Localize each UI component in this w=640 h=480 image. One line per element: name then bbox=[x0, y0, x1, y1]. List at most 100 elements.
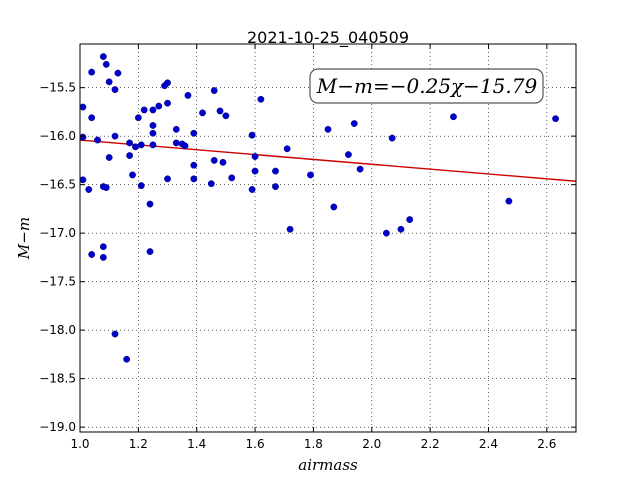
plot-frame bbox=[79, 43, 577, 433]
data-point bbox=[88, 68, 96, 76]
data-point bbox=[552, 115, 559, 123]
chart-title: 2021-10-25_040509 bbox=[247, 28, 409, 48]
x-tick-label: 2.4 bbox=[479, 437, 498, 451]
data-point bbox=[228, 174, 236, 182]
data-point bbox=[324, 125, 332, 133]
data-point bbox=[105, 154, 113, 161]
data-point bbox=[123, 355, 131, 363]
data-point bbox=[105, 78, 113, 86]
annotation-box bbox=[309, 68, 544, 104]
data-point bbox=[248, 131, 256, 139]
y-axis-ticks: −15.5 −16.0 −16.5 −17.0 −17.5 −18.0 −18.5 −19.0 bbox=[39, 81, 576, 434]
x-tick-label: 1.4 bbox=[187, 437, 206, 451]
grid bbox=[80, 44, 576, 432]
data-point bbox=[345, 151, 352, 158]
data-point bbox=[210, 87, 218, 94]
data-point bbox=[216, 107, 224, 115]
data-point bbox=[126, 152, 134, 159]
data-point bbox=[190, 129, 198, 137]
data-point bbox=[149, 106, 157, 114]
data-point bbox=[88, 251, 96, 258]
x-tick-label: 1.8 bbox=[304, 437, 323, 451]
y-tick-label: −16.0 bbox=[39, 129, 76, 143]
data-point bbox=[172, 139, 180, 147]
data-point bbox=[140, 106, 148, 114]
data-point bbox=[350, 120, 358, 127]
data-point bbox=[207, 180, 215, 188]
data-point bbox=[146, 248, 154, 255]
data-point bbox=[184, 92, 192, 99]
data-point bbox=[164, 79, 171, 87]
y-tick-label: −15.5 bbox=[39, 81, 76, 95]
data-point bbox=[99, 53, 107, 61]
data-point bbox=[88, 114, 96, 122]
data-point bbox=[388, 134, 396, 142]
data-point bbox=[126, 139, 134, 147]
data-point bbox=[99, 253, 107, 261]
data-point bbox=[111, 86, 119, 93]
data-point bbox=[251, 153, 259, 160]
x-axis-ticks: 1.0 1.2 1.4 1.6 1.8 2.0 2.2 2.4 2.6 bbox=[70, 44, 556, 451]
data-points bbox=[79, 53, 559, 363]
data-point bbox=[307, 171, 314, 179]
data-point bbox=[137, 182, 145, 190]
data-point bbox=[79, 103, 87, 111]
data-point bbox=[111, 330, 119, 338]
data-point bbox=[181, 142, 189, 150]
data-point bbox=[190, 175, 198, 183]
data-point bbox=[114, 69, 122, 77]
data-point bbox=[99, 243, 107, 251]
fit-annotation: M−m=−0.25χ−15.79 bbox=[309, 68, 544, 104]
y-tick-label: −18.0 bbox=[39, 323, 76, 337]
data-point bbox=[210, 156, 218, 164]
annotation-text: M−m=−0.25χ−15.79 bbox=[316, 74, 538, 98]
data-point bbox=[85, 186, 93, 193]
data-point bbox=[505, 197, 513, 205]
data-point bbox=[283, 145, 291, 153]
data-point bbox=[149, 129, 157, 137]
data-point bbox=[397, 225, 405, 233]
y-tick-label: −18.5 bbox=[39, 372, 76, 386]
y-tick-label: −16.5 bbox=[39, 178, 76, 192]
data-point bbox=[272, 183, 279, 190]
x-tick-label: 1.6 bbox=[246, 437, 265, 451]
data-point bbox=[251, 167, 259, 175]
data-point bbox=[172, 125, 180, 133]
data-point bbox=[79, 176, 87, 184]
data-point bbox=[450, 113, 457, 121]
x-tick-label: 2.0 bbox=[362, 437, 381, 451]
y-tick-label: −17.5 bbox=[39, 275, 76, 289]
data-point bbox=[406, 216, 414, 223]
data-point bbox=[190, 161, 198, 169]
y-tick-label: −19.0 bbox=[39, 420, 76, 434]
data-point bbox=[149, 141, 157, 149]
data-point bbox=[222, 112, 230, 120]
data-point bbox=[164, 175, 171, 183]
data-point bbox=[164, 99, 171, 107]
data-point bbox=[132, 143, 139, 151]
fit-line bbox=[79, 139, 577, 182]
data-point bbox=[102, 184, 110, 191]
data-point bbox=[129, 171, 136, 179]
y-axis-label: M−m bbox=[15, 217, 33, 260]
data-point bbox=[356, 165, 364, 173]
fit-line-group bbox=[79, 139, 577, 182]
data-point bbox=[272, 167, 279, 175]
x-tick-label: 1.0 bbox=[70, 437, 89, 451]
x-tick-label: 1.2 bbox=[129, 437, 148, 451]
data-point bbox=[155, 102, 163, 110]
data-point bbox=[330, 203, 338, 211]
data-point bbox=[134, 114, 142, 122]
data-point bbox=[199, 109, 206, 117]
data-point bbox=[137, 141, 145, 149]
data-point bbox=[102, 60, 110, 68]
data-point bbox=[111, 132, 119, 140]
data-point bbox=[94, 136, 101, 144]
data-point bbox=[257, 95, 265, 103]
data-point bbox=[382, 229, 390, 237]
data-point bbox=[79, 133, 87, 141]
y-tick-label: −17.0 bbox=[39, 226, 76, 240]
x-axis-label: airmass bbox=[298, 456, 358, 474]
data-point bbox=[146, 200, 154, 208]
